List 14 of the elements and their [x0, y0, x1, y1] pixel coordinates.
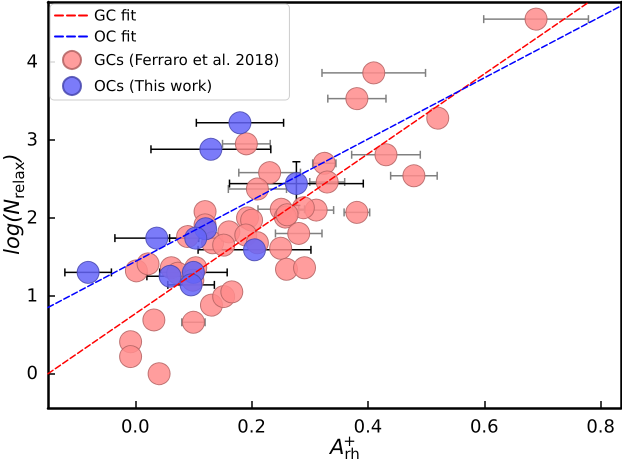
y-tick-label: 2	[26, 207, 38, 228]
x-tick-label: 0.4	[354, 416, 382, 438]
legend-label: GCs (Ferraro et al. 2018)	[94, 51, 280, 69]
legend-label: OCs (This work)	[94, 77, 212, 95]
x-tick-label: 0.2	[237, 416, 266, 438]
legend-label: OC fit	[94, 28, 136, 46]
x-tick-label: 0.6	[470, 416, 499, 438]
y-tick-label: 4	[26, 52, 38, 73]
x-tick-label: 0.8	[586, 416, 615, 438]
x-tick-label: 0.0	[120, 416, 150, 438]
legend-label: GC fit	[94, 6, 136, 24]
y-tick-label: 0	[26, 363, 38, 384]
y-tick-label: 3	[26, 129, 38, 150]
y-tick-label: 1	[26, 285, 38, 306]
